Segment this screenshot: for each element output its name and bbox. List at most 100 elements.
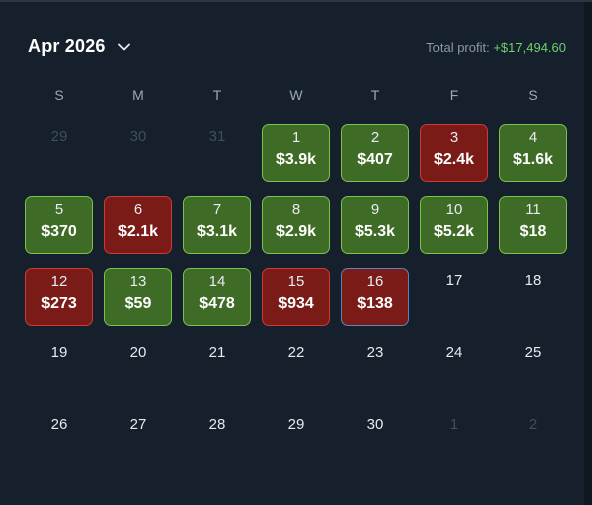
day-number: 8 — [291, 201, 301, 218]
day-cell[interactable]: 26 — [25, 412, 93, 470]
day-number: 2 — [370, 129, 380, 146]
day-cell[interactable]: 7 $3.1k — [183, 196, 251, 254]
day-cell[interactable]: 21 — [183, 340, 251, 398]
total-profit-value: +$17,494.60 — [493, 40, 566, 55]
day-number: 27 — [129, 416, 147, 433]
day-cell: 31 — [183, 124, 251, 182]
day-number: 7 — [212, 201, 222, 218]
day-pnl-amount: $5.2k — [433, 223, 475, 240]
day-cell: 2 — [499, 412, 567, 470]
day-cell[interactable]: 16 $138 — [341, 268, 409, 326]
day-pnl-amount: $18 — [519, 223, 547, 240]
day-cell[interactable]: 30 — [341, 412, 409, 470]
day-pnl-amount: $138 — [357, 295, 393, 312]
day-cell[interactable]: 22 — [262, 340, 330, 398]
day-cell: 30 — [104, 124, 172, 182]
day-pnl-amount: $273 — [41, 295, 77, 312]
weekday-label: F — [449, 87, 459, 103]
weekday-label: M — [132, 87, 144, 103]
day-number: 18 — [524, 272, 542, 289]
day-number: 29 — [287, 416, 305, 433]
weekday-label: T — [370, 87, 380, 103]
day-number: 28 — [208, 416, 226, 433]
day-cell[interactable]: 14 $478 — [183, 268, 251, 326]
day-pnl-amount: $59 — [124, 295, 152, 312]
day-pnl-amount: $3.9k — [275, 151, 317, 168]
day-number: 9 — [370, 201, 380, 218]
day-cell[interactable]: 20 — [104, 340, 172, 398]
day-cell[interactable]: 27 — [104, 412, 172, 470]
day-cell[interactable]: 10 $5.2k — [420, 196, 488, 254]
day-pnl-amount: $478 — [199, 295, 235, 312]
day-cell[interactable]: 9 $5.3k — [341, 196, 409, 254]
day-cell[interactable]: 1 $3.9k — [262, 124, 330, 182]
day-cell[interactable]: 12 $273 — [25, 268, 93, 326]
day-number: 30 — [366, 416, 384, 433]
day-cell[interactable]: 25 — [499, 340, 567, 398]
day-cell[interactable]: 11 $18 — [499, 196, 567, 254]
weekday-label: W — [289, 87, 303, 103]
day-number: 5 — [54, 201, 64, 218]
day-number: 24 — [445, 344, 463, 361]
day-pnl-amount: $934 — [278, 295, 314, 312]
day-number: 4 — [528, 129, 538, 146]
day-number: 14 — [208, 273, 226, 290]
chevron-down-icon — [117, 43, 130, 50]
day-pnl-amount: $1.6k — [512, 151, 554, 168]
total-profit-label: Total profit: — [426, 40, 490, 55]
day-number: 20 — [129, 344, 147, 361]
day-number: 16 — [366, 273, 384, 290]
month-label: Apr 2026 — [28, 36, 106, 56]
day-number: 2 — [528, 416, 538, 433]
day-number: 23 — [366, 344, 384, 361]
day-number: 15 — [287, 273, 305, 290]
day-cell[interactable]: 8 $2.9k — [262, 196, 330, 254]
weekday-label: S — [528, 87, 538, 103]
day-cell[interactable]: 6 $2.1k — [104, 196, 172, 254]
day-number: 1 — [449, 416, 459, 433]
day-number: 10 — [445, 201, 463, 218]
day-pnl-amount: $2.1k — [117, 223, 159, 240]
day-number: 12 — [50, 273, 68, 290]
day-number: 3 — [449, 129, 459, 146]
day-number: 13 — [129, 273, 147, 290]
day-cell: 29 — [25, 124, 93, 182]
day-number: 22 — [287, 344, 305, 361]
day-cell[interactable]: 15 $934 — [262, 268, 330, 326]
day-cell[interactable]: 19 — [25, 340, 93, 398]
day-pnl-amount: $370 — [41, 223, 77, 240]
day-pnl-amount: $5.3k — [354, 223, 396, 240]
day-number: 17 — [445, 272, 463, 289]
day-cell[interactable]: 28 — [183, 412, 251, 470]
day-pnl-amount: $3.1k — [196, 223, 238, 240]
day-pnl-amount: $2.9k — [275, 223, 317, 240]
weekday-label: S — [54, 87, 64, 103]
day-cell[interactable]: 18 — [499, 268, 567, 326]
day-number: 26 — [50, 416, 68, 433]
weekday-label: T — [212, 87, 222, 103]
day-number: 29 — [50, 128, 68, 145]
day-cell[interactable]: 3 $2.4k — [420, 124, 488, 182]
day-number: 25 — [524, 344, 542, 361]
day-number: 1 — [291, 129, 301, 146]
day-number: 30 — [129, 128, 147, 145]
day-cell[interactable]: 2 $407 — [341, 124, 409, 182]
day-pnl-amount: $407 — [357, 151, 393, 168]
day-cell[interactable]: 24 — [420, 340, 488, 398]
day-number: 21 — [208, 344, 226, 361]
day-cell[interactable]: 29 — [262, 412, 330, 470]
day-cell[interactable]: 17 — [420, 268, 488, 326]
day-cell[interactable]: 23 — [341, 340, 409, 398]
day-cell[interactable]: 13 $59 — [104, 268, 172, 326]
day-number: 6 — [133, 201, 143, 218]
day-cell[interactable]: 4 $1.6k — [499, 124, 567, 182]
total-profit: Total profit: +$17,494.60 — [426, 40, 566, 55]
month-selector[interactable]: Apr 2026 — [28, 36, 132, 57]
day-cell: 1 — [420, 412, 488, 470]
day-number: 19 — [50, 344, 68, 361]
day-pnl-amount: $2.4k — [433, 151, 475, 168]
day-number: 31 — [208, 128, 226, 145]
day-cell[interactable]: 5 $370 — [25, 196, 93, 254]
day-number: 11 — [525, 201, 541, 218]
